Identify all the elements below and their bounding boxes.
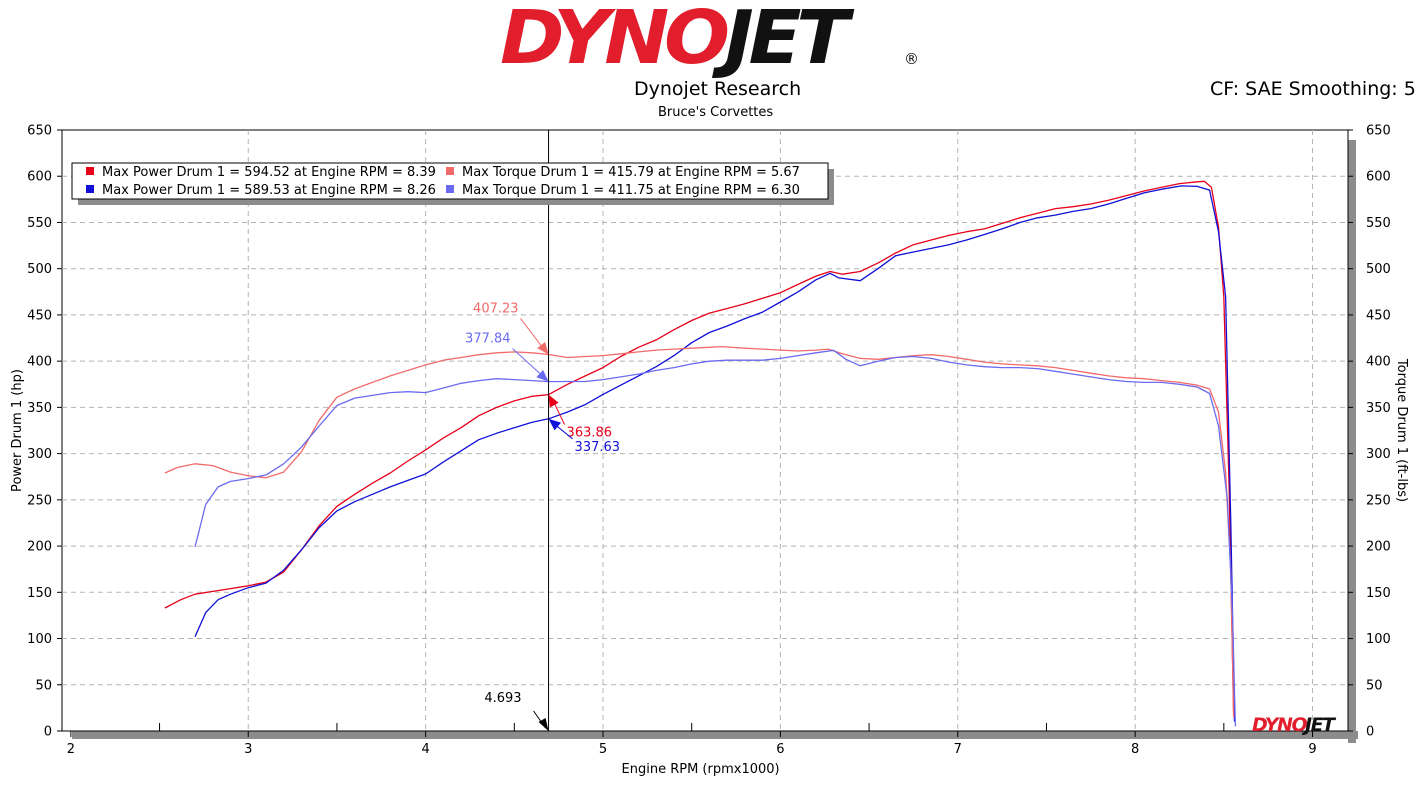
logo-jet: JET [724,0,849,81]
dynojet-logo: DYNOJET ® [500,0,930,78]
y-tick-label-right: 100 [1366,632,1391,647]
legend-swatch [446,167,454,175]
y-tick-label-left: 50 [35,678,52,693]
y-tick-label-right: 150 [1366,586,1391,601]
legend-entry: Max Power Drum 1 = 589.53 at Engine RPM … [102,183,436,198]
y-tick-label-right: 500 [1366,262,1391,277]
series-line-1 [164,180,1235,713]
y-tick-label-left: 650 [27,124,52,139]
x-tick-label: 8 [1131,742,1139,757]
y-tick-label-right: 300 [1366,447,1391,462]
correction-factor-info: CF: SAE Smoothing: 5 [1210,78,1416,100]
y-tick-label-right: 450 [1366,308,1391,323]
x-tick-label: 9 [1308,742,1316,757]
readout-arrowhead [536,369,549,382]
series-line-3 [164,345,1235,718]
x-axis-label: Engine RPM (rpmx1000) [622,762,780,777]
y-tick-label-left: 400 [27,355,52,370]
y-tick-label-right: 250 [1366,493,1391,508]
legend-swatch [446,185,454,193]
y-tick-label-right: 600 [1366,170,1391,185]
readout-value: 337.63 [575,440,621,455]
plot-shadow-bottom [72,731,1358,739]
x-tick-label: 2 [67,742,75,757]
y-tick-label-right: 550 [1366,216,1391,231]
x-tick-label: 7 [954,742,962,757]
watermark-logo-jet: JET [1301,714,1337,736]
y-tick-label-left: 100 [27,632,52,647]
x-tick-label: 3 [244,742,252,757]
x-tick-label: 4 [421,742,429,757]
cursor-x-value: 4.693 [484,691,521,706]
y-tick-label-left: 150 [27,586,52,601]
y-axis-label-left: Power Drum 1 (hp) [10,369,25,492]
y-tick-label-left: 200 [27,540,52,555]
y-tick-label-left: 550 [27,216,52,231]
y-tick-label-left: 350 [27,401,52,416]
legend-entry: Max Power Drum 1 = 594.52 at Engine RPM … [102,165,436,180]
legend-entry: Max Torque Drum 1 = 411.75 at Engine RPM… [462,183,800,198]
y-tick-label-left: 250 [27,493,52,508]
readout-value: 363.86 [567,426,613,441]
y-tick-label-right: 350 [1366,401,1391,416]
y-tick-label-right: 200 [1366,540,1391,555]
x-tick-label: 6 [776,742,784,757]
legend-swatch [86,185,94,193]
watermark-logo-dyno: DYNO [1252,714,1307,736]
series-line-2 [194,185,1236,722]
cursor-x-arrowhead [538,718,549,731]
report-title: Dynojet Research [634,78,802,100]
report-subtitle: Bruce's Corvettes [658,105,774,120]
y-axis-label-right: Torque Drum 1 (ft-lbs) [1394,358,1409,502]
y-tick-label-left: 300 [27,447,52,462]
y-tick-label-left: 500 [27,262,52,277]
y-tick-label-left: 450 [27,308,52,323]
readout-value: 407.23 [473,301,519,316]
logo-registered-mark: ® [904,50,919,68]
readout-value: 377.84 [465,332,511,347]
readout-arrowhead [548,418,561,431]
y-tick-label-right: 650 [1366,124,1391,139]
y-tick-label-right: 0 [1366,725,1374,740]
logo-dyno: DYNO [500,0,730,81]
y-tick-label-left: 0 [44,725,52,740]
readout-arrowhead [548,394,559,408]
x-tick-label: 5 [599,742,607,757]
legend-swatch [86,167,94,175]
y-tick-label-right: 400 [1366,355,1391,370]
readout-arrowhead [537,341,549,355]
plot-area [61,129,1349,732]
series-line-4 [194,349,1237,727]
legend-entry: Max Torque Drum 1 = 415.79 at Engine RPM… [462,165,800,180]
y-tick-label-left: 600 [27,170,52,185]
plot-shadow-right [1348,140,1356,743]
y-tick-label-right: 50 [1366,678,1383,693]
